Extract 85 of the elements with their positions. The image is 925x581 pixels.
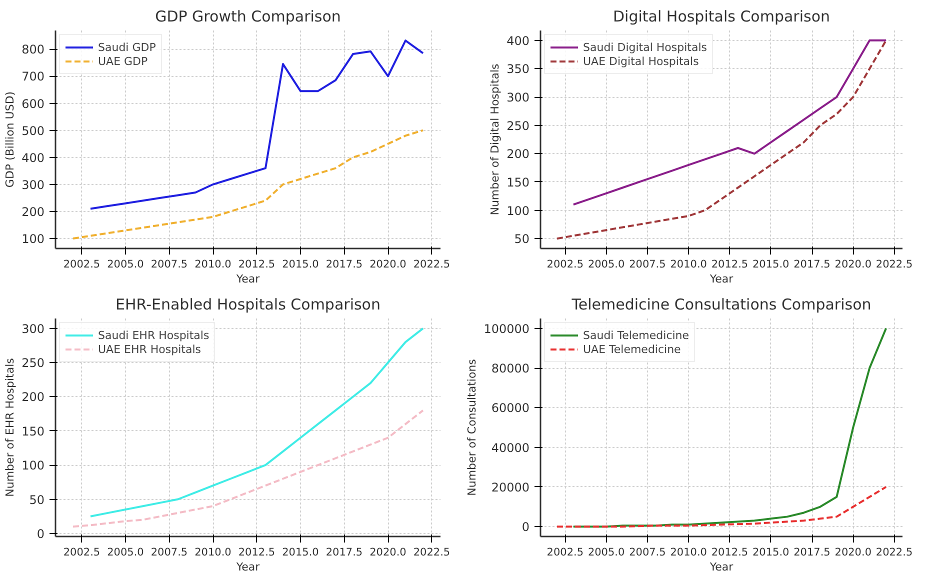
x-tick-label: 2010.0 bbox=[670, 546, 707, 558]
legend-label: UAE EHR Hospitals bbox=[98, 342, 201, 356]
y-tick-label: 500 bbox=[22, 124, 44, 138]
x-tick-label: 2005.0 bbox=[107, 546, 144, 558]
x-tick-label: 2010.0 bbox=[194, 546, 232, 558]
x-tick-label: 2005.0 bbox=[588, 546, 625, 558]
chart-title: Digital Hospitals Comparison bbox=[612, 8, 830, 26]
x-tick-label: 2005.0 bbox=[588, 258, 625, 270]
y-tick-label: 20000 bbox=[491, 480, 530, 494]
y-tick-label: 250 bbox=[506, 118, 530, 133]
y-tick-label: 100 bbox=[22, 458, 44, 473]
y-axis-title: Number of Consultations bbox=[466, 358, 479, 496]
y-tick-label: 400 bbox=[506, 34, 530, 48]
y-tick-label: 150 bbox=[22, 424, 44, 438]
y-tick-label: 0 bbox=[522, 520, 530, 534]
y-tick-label: 300 bbox=[506, 90, 530, 105]
x-tick-label: 2007.5 bbox=[150, 546, 188, 558]
x-axis-title: Year bbox=[235, 272, 260, 286]
x-tick-label: 2010.0 bbox=[194, 258, 232, 270]
x-tick-label: 2015.0 bbox=[282, 546, 319, 558]
y-tick-label: 60000 bbox=[491, 401, 530, 416]
x-tick-label: 2017.5 bbox=[794, 258, 830, 270]
x-tick-label: 2020.0 bbox=[834, 546, 872, 558]
y-tick-label: 80000 bbox=[491, 362, 530, 376]
y-tick-label: 100 bbox=[22, 232, 44, 246]
legend-label: UAE GDP bbox=[98, 54, 148, 68]
y-tick-label: 40000 bbox=[491, 440, 530, 455]
y-tick-label: 100 bbox=[506, 204, 530, 218]
x-tick-label: 2007.5 bbox=[150, 258, 188, 270]
legend-label: Saudi Digital Hospitals bbox=[583, 40, 708, 54]
x-tick-label: 2020.0 bbox=[370, 546, 406, 558]
y-axis-title: Number of EHR Hospitals bbox=[4, 358, 17, 497]
x-tick-label: 2005.0 bbox=[107, 258, 144, 270]
x-tick-label: 2022.5 bbox=[413, 258, 450, 270]
y-tick-label: 600 bbox=[22, 96, 44, 111]
x-tick-label: 2022.5 bbox=[876, 546, 913, 558]
x-tick-label: 2007.5 bbox=[629, 546, 666, 558]
x-tick-label: 2015.0 bbox=[752, 546, 790, 558]
y-tick-label: 300 bbox=[22, 322, 44, 336]
y-tick-label: 200 bbox=[22, 204, 44, 219]
y-tick-label: 300 bbox=[22, 178, 44, 192]
y-tick-label: 200 bbox=[22, 390, 44, 404]
x-tick-label: 2020.0 bbox=[834, 258, 872, 270]
y-tick-label: 700 bbox=[22, 70, 44, 84]
x-tick-label: 2010.0 bbox=[670, 258, 707, 270]
legend-label: Saudi GDP bbox=[98, 40, 156, 54]
x-tick-label: 2022.5 bbox=[876, 258, 913, 270]
chart-title: GDP Growth Comparison bbox=[155, 8, 341, 26]
x-axis-title: Year bbox=[235, 560, 260, 574]
x-tick-label: 2012.5 bbox=[238, 546, 276, 558]
x-tick-label: 2017.5 bbox=[326, 546, 363, 558]
y-axis-title: GDP (Billion USD) bbox=[4, 91, 17, 188]
x-tick-label: 2002.5 bbox=[546, 546, 584, 558]
x-tick-label: 2020.0 bbox=[370, 258, 406, 270]
y-tick-label: 150 bbox=[506, 175, 530, 190]
x-axis-title: Year bbox=[708, 272, 734, 286]
y-tick-label: 100000 bbox=[484, 322, 530, 336]
y-tick-label: 250 bbox=[22, 356, 44, 370]
y-tick-label: 350 bbox=[506, 62, 530, 76]
x-tick-label: 2002.5 bbox=[63, 258, 100, 270]
legend-label: UAE Digital Hospitals bbox=[583, 54, 699, 68]
y-tick-label: 50 bbox=[514, 232, 530, 246]
legend-label: UAE Telemedicine bbox=[583, 342, 681, 356]
legend-label: Saudi Telemedicine bbox=[583, 328, 690, 342]
y-tick-label: 0 bbox=[36, 526, 45, 541]
y-tick-label: 50 bbox=[29, 492, 45, 507]
x-tick-label: 2007.5 bbox=[629, 258, 666, 270]
legend-label: Saudi EHR Hospitals bbox=[98, 328, 210, 342]
x-tick-label: 2002.5 bbox=[546, 258, 584, 270]
y-tick-label: 200 bbox=[506, 147, 530, 162]
x-tick-label: 2012.5 bbox=[711, 546, 748, 558]
x-tick-label: 2012.5 bbox=[238, 258, 276, 270]
y-tick-label: 400 bbox=[22, 150, 44, 165]
x-tick-label: 2015.0 bbox=[752, 258, 790, 270]
x-tick-label: 2017.5 bbox=[794, 546, 830, 558]
x-tick-label: 2012.5 bbox=[711, 258, 748, 270]
chart-title: EHR-Enabled Hospitals Comparison bbox=[116, 296, 380, 314]
chart-title: Telemedicine Consultations Comparison bbox=[570, 296, 872, 314]
y-tick-label: 800 bbox=[22, 42, 44, 57]
x-tick-label: 2015.0 bbox=[282, 258, 319, 270]
y-axis-title: Number of Digital Hospitals bbox=[488, 63, 502, 216]
x-tick-label: 2017.5 bbox=[326, 258, 363, 270]
x-axis-title: Year bbox=[708, 560, 734, 574]
x-tick-label: 2022.5 bbox=[413, 546, 450, 558]
x-tick-label: 2002.5 bbox=[63, 546, 100, 558]
